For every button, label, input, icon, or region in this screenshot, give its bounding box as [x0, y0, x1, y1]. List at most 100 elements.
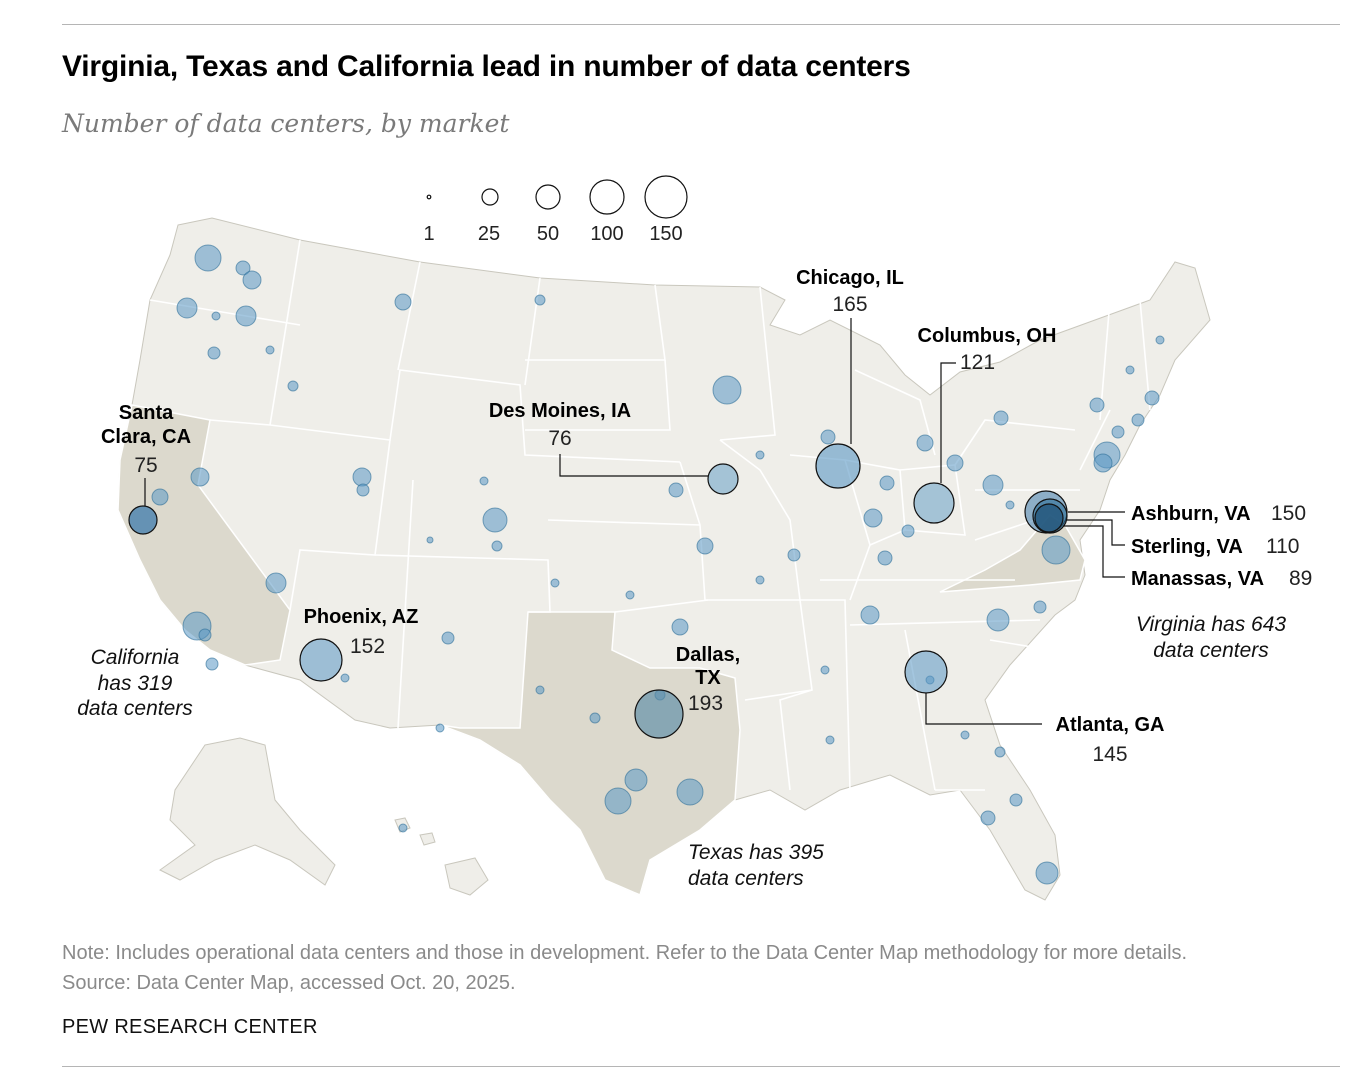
- label-columbus: Columbus, OH: [918, 325, 1057, 347]
- market-bubble: [265, 345, 275, 355]
- market-bubble: [1093, 453, 1113, 473]
- leader-columbus: [940, 362, 956, 483]
- market-bubble: [1089, 397, 1105, 413]
- value-ashburn: 150: [1271, 502, 1306, 525]
- leader-manassas: [1063, 525, 1125, 578]
- label-sterling: Sterling, VA: [1131, 536, 1243, 558]
- market-bubble: [242, 270, 262, 290]
- market-bubble: [1009, 793, 1023, 807]
- market-bubble: [235, 260, 251, 276]
- market-bubble: [877, 550, 893, 566]
- market-bubble: [879, 475, 895, 491]
- market-bubble: [198, 628, 212, 642]
- legend-label-1: 1: [423, 223, 434, 245]
- legend-circle-25: [481, 188, 499, 206]
- market-bubble: [820, 665, 830, 675]
- footnote: Note: Includes operational data centers …: [62, 942, 1188, 964]
- market-bubble: [1144, 390, 1160, 406]
- market-bubble: [604, 787, 632, 815]
- label-dallas-line2: TX: [695, 667, 721, 689]
- market-bubble: [863, 508, 883, 528]
- value-santa-clara: 75: [134, 454, 157, 477]
- market-bubble: [676, 778, 704, 806]
- market-bubble: [534, 294, 546, 306]
- label-dallas-line1: Dallas,: [676, 644, 740, 666]
- size-legend: 1 25 50 100 150: [423, 175, 688, 245]
- market-bubble: [491, 540, 503, 552]
- highlighted-states: [117, 404, 1086, 897]
- label-des-moines: Des Moines, IA: [489, 400, 631, 422]
- callout-bubbles: [128, 443, 1068, 739]
- market-bubble: [441, 631, 455, 645]
- value-columbus: 121: [960, 351, 995, 374]
- legend-label-25: 25: [478, 223, 500, 245]
- small-market-bubbles: [151, 244, 1165, 885]
- bubble-des-moines: [707, 463, 739, 495]
- label-santa-clara-line2: Clara, CA: [101, 426, 191, 448]
- note-california-line1: California: [91, 646, 180, 669]
- label-manassas: Manassas, VA: [1131, 568, 1264, 590]
- market-bubble: [479, 476, 489, 486]
- note-california-line2: has 319: [98, 672, 173, 695]
- land-layer: [117, 217, 1211, 901]
- leader-sterling: [1067, 519, 1125, 546]
- alaska-landmass: [159, 737, 336, 886]
- note-virginia-line1: Virginia has 643: [1136, 613, 1287, 636]
- callout-labels: Santa Clara, CA 75 Des Moines, IA 76 Chi…: [101, 267, 1312, 766]
- bubble-dallas: [634, 689, 684, 739]
- market-bubble: [982, 474, 1004, 496]
- market-bubble: [696, 537, 714, 555]
- market-bubble: [356, 483, 370, 497]
- market-bubble: [946, 454, 964, 472]
- market-bubble: [398, 823, 408, 833]
- legend-circle-100: [589, 179, 625, 215]
- market-bubble: [190, 467, 210, 487]
- legend-label-100: 100: [590, 223, 623, 245]
- market-bubble: [668, 482, 684, 498]
- texas-shape: [439, 611, 741, 897]
- market-bubble: [207, 346, 221, 360]
- market-bubble: [352, 467, 372, 487]
- label-santa-clara-line1: Santa: [119, 402, 174, 424]
- market-bubble: [820, 429, 836, 445]
- market-bubble: [1131, 413, 1145, 427]
- value-dallas: 193: [688, 692, 723, 715]
- leader-des-moines: [559, 454, 708, 477]
- note-california-line3: data centers: [77, 697, 193, 720]
- market-bubble: [986, 608, 1010, 632]
- market-bubble: [901, 524, 915, 538]
- bubble-atlanta: [904, 650, 948, 694]
- market-bubble: [755, 575, 765, 585]
- market-bubble: [589, 712, 601, 724]
- market-bubble: [671, 618, 689, 636]
- market-bubble: [787, 548, 801, 562]
- market-bubble: [1111, 425, 1125, 439]
- market-bubble: [1005, 500, 1015, 510]
- legend-circle-150: [644, 175, 688, 219]
- market-bubble: [482, 507, 508, 533]
- market-bubble: [1035, 861, 1059, 885]
- value-atlanta: 145: [1092, 743, 1127, 766]
- legend-circle-1: [426, 194, 432, 200]
- bubble-santa-clara: [128, 505, 158, 535]
- label-ashburn: Ashburn, VA: [1131, 503, 1251, 525]
- market-bubble: [211, 311, 221, 321]
- market-bubble: [287, 380, 299, 392]
- market-bubble: [1125, 365, 1135, 375]
- market-bubble: [755, 450, 765, 460]
- market-bubble: [1041, 535, 1071, 565]
- market-bubble: [550, 578, 560, 588]
- bubble-chicago: [815, 443, 861, 489]
- market-bubble: [993, 410, 1009, 426]
- market-bubble: [151, 488, 169, 506]
- chart-title: Virginia, Texas and California lead in n…: [62, 50, 911, 83]
- market-bubble: [1033, 600, 1047, 614]
- market-bubble: [265, 572, 287, 594]
- bubble-manassas: [1034, 503, 1064, 533]
- value-phoenix: 152: [350, 635, 385, 658]
- value-manassas: 89: [1289, 567, 1312, 590]
- note-virginia-line2: data centers: [1153, 639, 1269, 662]
- leader-atlanta: [925, 693, 1042, 725]
- brand-logo-text: PEW RESEARCH CENTER: [62, 1016, 318, 1038]
